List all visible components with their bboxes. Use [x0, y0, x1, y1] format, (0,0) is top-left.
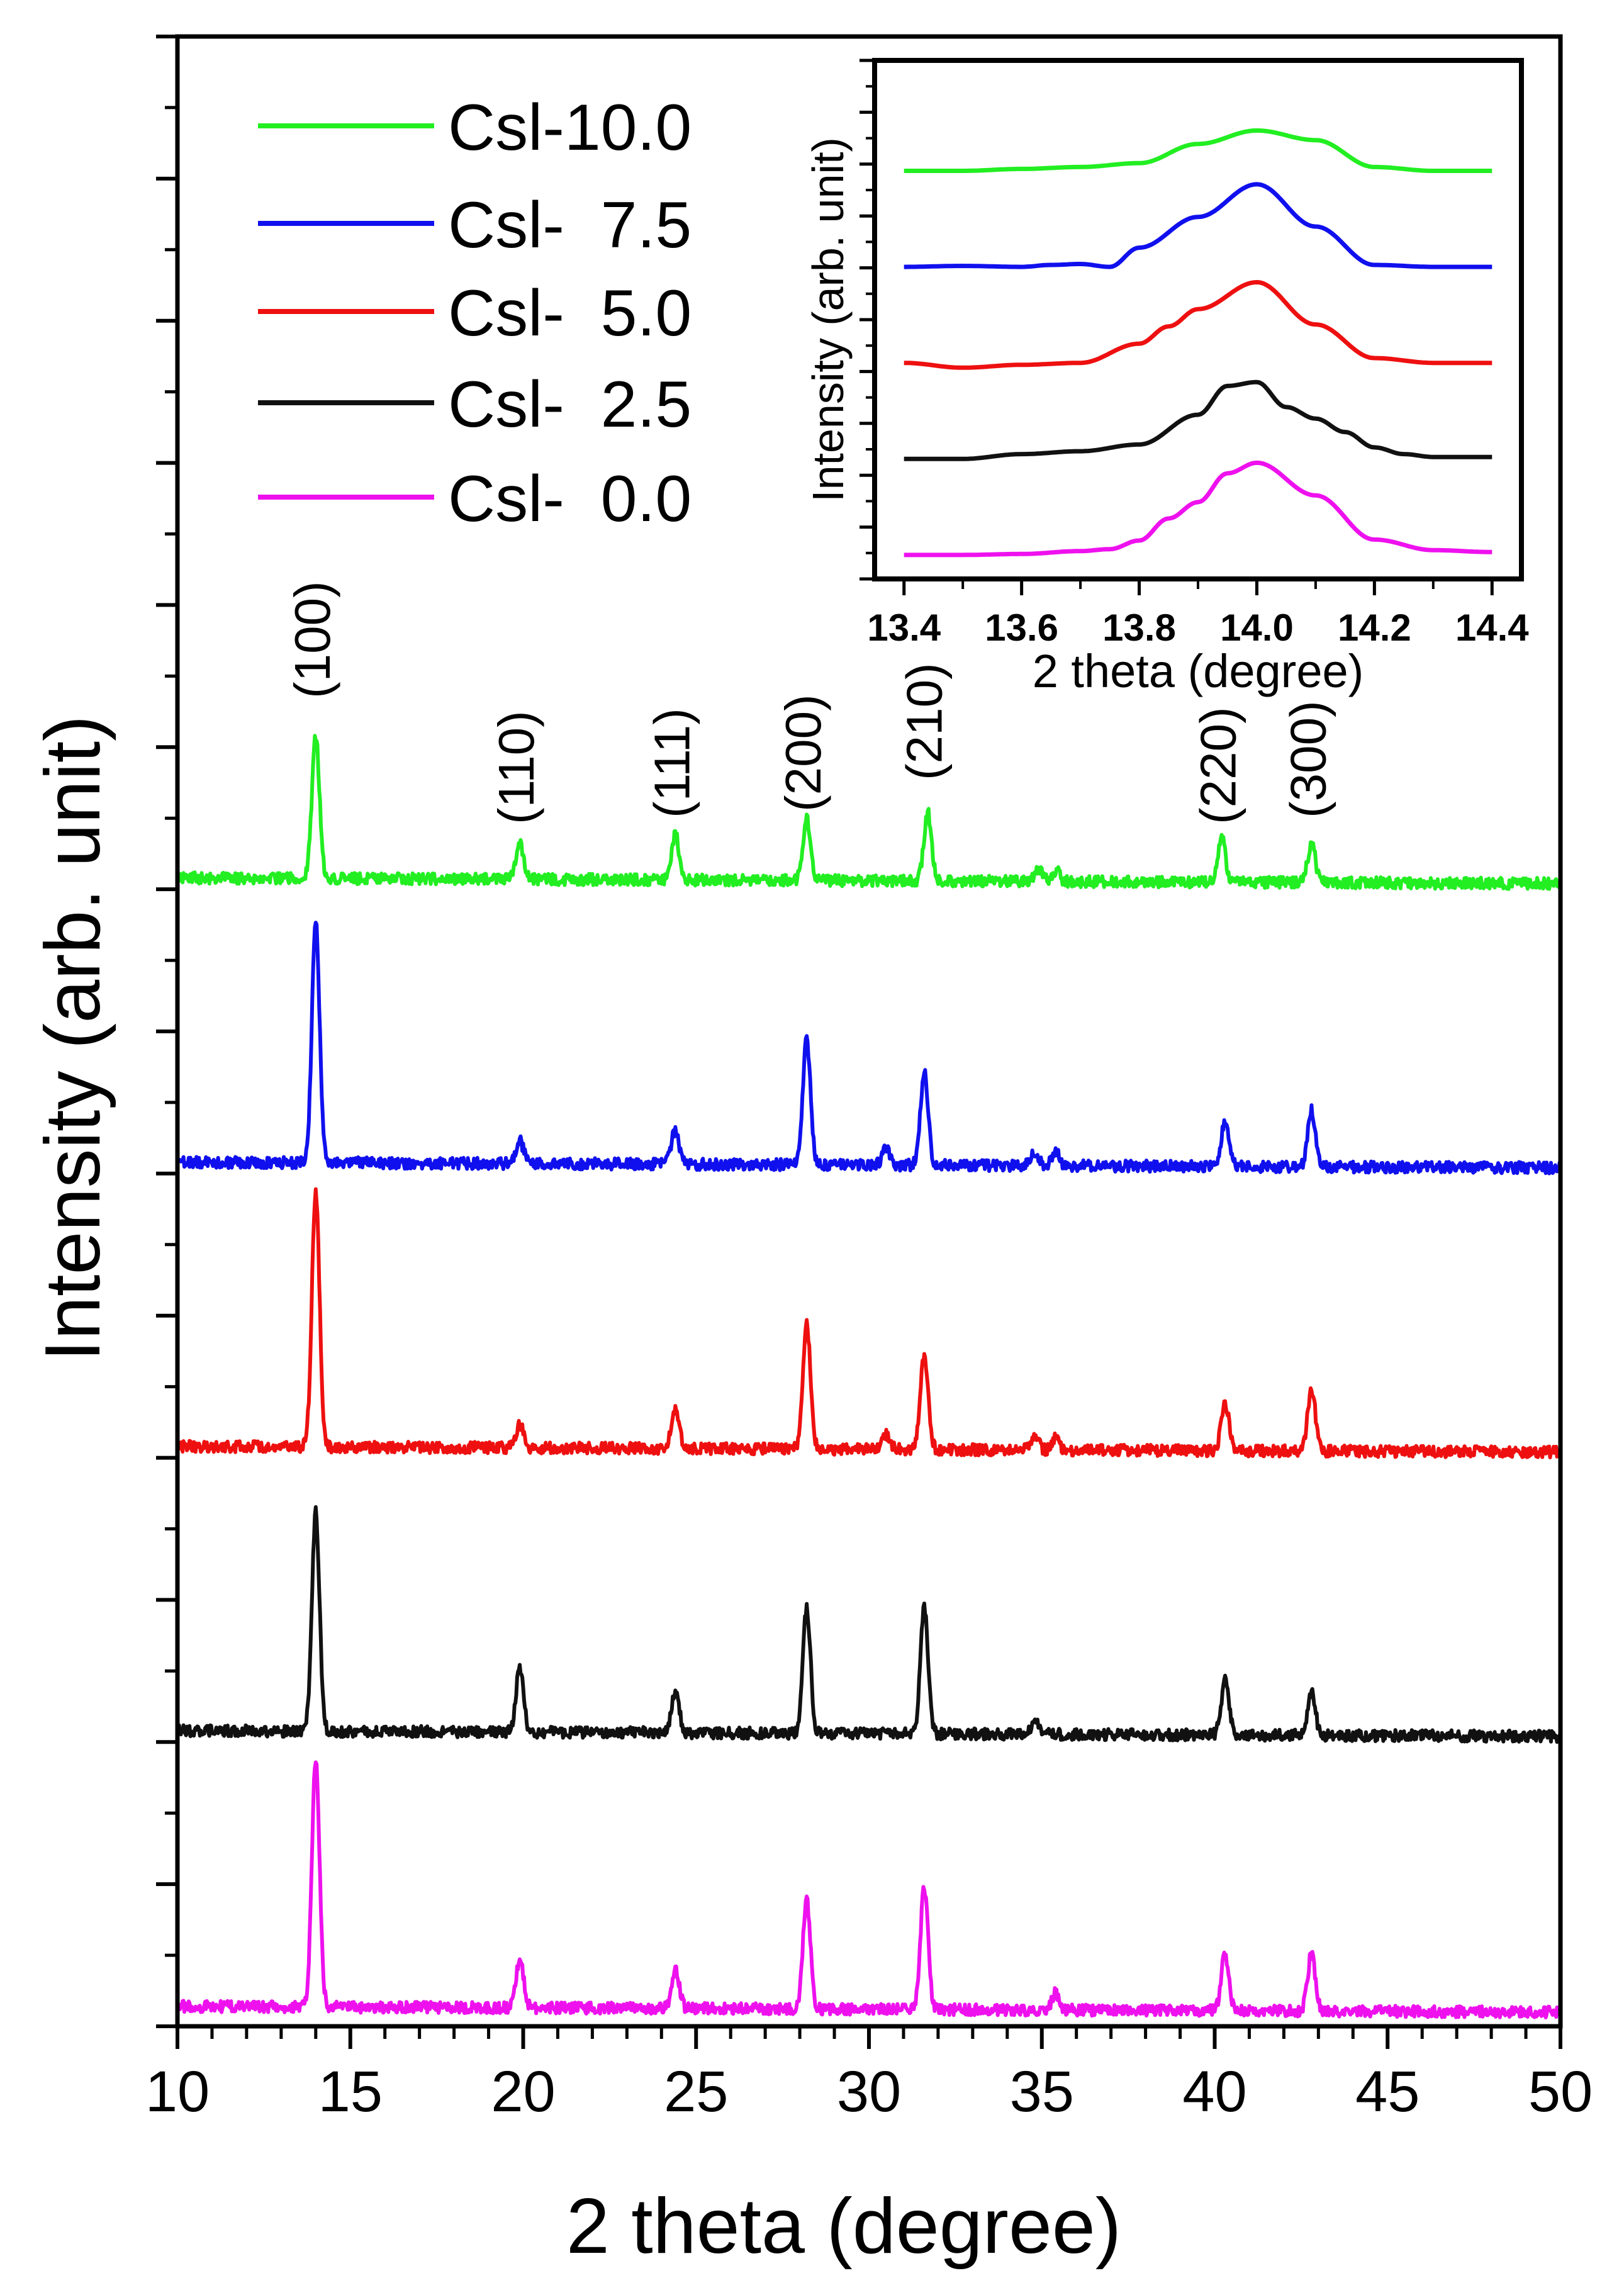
x-axis-title: 2 theta (degree): [566, 2183, 1121, 2270]
x-tick-label: 50: [1528, 2060, 1593, 2124]
peak-label: (200): [775, 694, 831, 812]
inset-x-tick-label: 14.0: [1220, 607, 1294, 649]
peak-label: (210): [896, 663, 952, 780]
inset-x-tick-label: 13.6: [985, 607, 1058, 649]
inset-x-tick-label: 14.4: [1455, 607, 1529, 649]
x-tick-label: 25: [664, 2060, 728, 2124]
x-tick-label: 30: [837, 2060, 901, 2124]
series-line-CsI-5.0: [176, 1187, 1562, 1459]
x-tick-label: 35: [1010, 2060, 1074, 2124]
peak-label: (300): [1280, 700, 1336, 818]
peak-label: (111): [644, 708, 700, 818]
inset-series-line-CsI-7.5: [904, 182, 1492, 269]
peak-label: (220): [1190, 707, 1246, 824]
y-axis-title: Intensity (arb. unit): [30, 715, 116, 1362]
inset-plot: 13.4 13.6 13.8 14.0 14.2 14.4 2 theta (degree)…: [804, 58, 1529, 697]
legend-label: Csl- 0.0: [448, 463, 692, 536]
legend-label: Csl- 2.5: [448, 368, 692, 441]
inset-x-tick-label: 13.8: [1102, 607, 1176, 649]
legend: Csl-10.0 Csl- 7.5 Csl- 5.0 Csl- 2.5 Csl- 0.0: [258, 91, 692, 536]
inset-y-axis-title: Intensity (arb. unit): [804, 137, 853, 502]
inset-x-tick-label: 13.4: [867, 607, 941, 649]
series-line-CsI-0.0: [176, 1760, 1562, 2019]
x-tick-label: 40: [1182, 2060, 1246, 2124]
inset-series-line-CsI-10.0: [904, 128, 1492, 173]
inset-x-axis-title: 2 theta (degree): [1033, 645, 1364, 697]
inset-x-tick-label: 14.2: [1338, 607, 1411, 649]
main-plot: 10 15 20 25 30 35 40 45 50 2 theta (degree) Intens…: [30, 34, 1593, 2270]
inset-series-line-CsI-5.0: [904, 280, 1492, 370]
legend-label: Csl- 5.0: [448, 277, 692, 350]
legend-label: Csl- 7.5: [448, 189, 692, 262]
x-tick-label: 20: [491, 2060, 555, 2124]
inset-series-line-CsI-2.5: [904, 379, 1492, 461]
legend-label: Csl-10.0: [448, 91, 692, 164]
inset-background: [875, 60, 1521, 579]
inset-series-line-CsI-0.0: [904, 460, 1492, 558]
series-line-CsI-7.5: [176, 921, 1562, 1175]
series-line-CsI-2.5: [176, 1505, 1562, 1744]
series-line-CsI-10.0: [176, 734, 1562, 891]
x-tick-label: 45: [1355, 2060, 1420, 2124]
peak-label: (110): [488, 710, 544, 824]
peak-label: (100): [284, 581, 340, 699]
x-tick-label: 15: [318, 2060, 383, 2124]
x-tick-label: 10: [145, 2060, 210, 2124]
